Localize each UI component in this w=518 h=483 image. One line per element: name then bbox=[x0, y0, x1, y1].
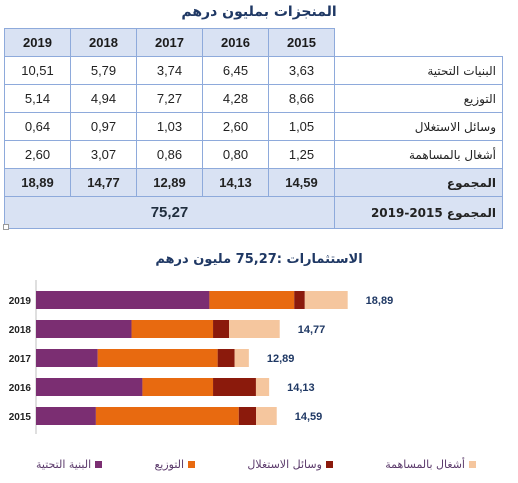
category-tick-label: 2018 bbox=[9, 325, 32, 336]
legend-swatch bbox=[469, 461, 476, 468]
table-cell: 10,51 bbox=[4, 56, 71, 85]
row-label: وسائل الاستغلال bbox=[334, 112, 503, 141]
grand-total-label: المجموع 2015-2019 bbox=[334, 196, 503, 229]
bar-segment bbox=[131, 320, 214, 338]
table-cell: 5,79 bbox=[70, 56, 137, 85]
row-label: أشغال بالمساهمة bbox=[334, 140, 503, 169]
category-tick-label: 2016 bbox=[9, 383, 32, 394]
bar-segment bbox=[36, 320, 132, 338]
bar-segment bbox=[36, 378, 143, 396]
category-tick-label: 2015 bbox=[9, 412, 32, 423]
grand-total-row: 75,27 المجموع 2015-2019 bbox=[4, 196, 503, 229]
table-cell: 6,45 bbox=[202, 56, 269, 85]
header-blank-cell bbox=[335, 29, 503, 57]
bar-segment bbox=[36, 349, 98, 367]
bar-segment bbox=[234, 349, 249, 367]
table-cell: 8,66 bbox=[268, 84, 335, 113]
grand-total-value: 75,27 bbox=[4, 196, 335, 229]
bar-segment bbox=[294, 291, 305, 309]
chart-title: الاستثمارات :75,27 مليون درهم bbox=[155, 252, 363, 267]
chart-legend: البنية التحتية التوزيع وسائل الاستغلال أ… bbox=[36, 458, 476, 471]
bar-segment bbox=[36, 291, 210, 309]
table-cell: 3,07 bbox=[70, 140, 137, 169]
table-cell: 5,14 bbox=[4, 84, 71, 113]
legend-item: التوزيع bbox=[154, 458, 196, 471]
table-cell: 4,94 bbox=[70, 84, 137, 113]
table-cell: 0,80 bbox=[202, 140, 269, 169]
table-row: 10,51 5,79 3,74 6,45 3,63 البنيات التحتي… bbox=[4, 56, 503, 85]
year-header: 2018 bbox=[70, 28, 137, 57]
legend-label: أشغال بالمساهمة bbox=[385, 458, 465, 471]
category-tick-label: 2017 bbox=[9, 354, 32, 365]
bar-total-label: 12,89 bbox=[267, 353, 295, 365]
row-label: البنيات التحتية bbox=[334, 56, 503, 85]
table-row: 2,60 3,07 0,86 0,80 1,25 أشغال بالمساهمة bbox=[4, 140, 503, 169]
bar-segment bbox=[304, 291, 348, 309]
total-label: المجموع bbox=[334, 168, 503, 197]
total-row: 18,89 14,77 12,89 14,13 14,59 المجموع bbox=[4, 168, 503, 197]
table-cell: 3,74 bbox=[136, 56, 203, 85]
achievements-table: 2019 2018 2017 2016 2015 10,51 5,79 3,74… bbox=[4, 28, 503, 229]
row-label: التوزيع bbox=[334, 84, 503, 113]
table-cell: 0,97 bbox=[70, 112, 137, 141]
year-header: 2017 bbox=[136, 28, 203, 57]
legend-swatch bbox=[188, 461, 196, 468]
bar-segment bbox=[97, 349, 218, 367]
stacked-bar-chart: 2019 18,89 2018 14,77 2017 12,89 2016 14,13 2015… bbox=[9, 280, 394, 434]
bar-segment bbox=[256, 407, 277, 425]
year-header: 2015 bbox=[268, 28, 335, 57]
legend-item: أشغال بالمساهمة bbox=[385, 458, 476, 471]
legend-item: وسائل الاستغلال bbox=[247, 458, 333, 471]
table-title: المنجزات بمليون درهم bbox=[181, 4, 337, 20]
total-cell: 14,59 bbox=[268, 168, 335, 197]
total-cell: 14,77 bbox=[70, 168, 137, 197]
table-cell: 1,03 bbox=[136, 112, 203, 141]
table-cell: 3,63 bbox=[268, 56, 335, 85]
bar-total-label: 14,13 bbox=[287, 382, 315, 394]
bar-segment bbox=[217, 349, 235, 367]
object-anchor-handle bbox=[3, 224, 9, 230]
total-cell: 12,89 bbox=[136, 168, 203, 197]
total-cell: 14,13 bbox=[202, 168, 269, 197]
legend-item: البنية التحتية bbox=[36, 458, 103, 471]
category-tick-label: 2019 bbox=[9, 296, 32, 307]
bar-segment bbox=[213, 320, 230, 338]
year-header: 2016 bbox=[202, 28, 269, 57]
bar-segment bbox=[255, 378, 270, 396]
legend-label: التوزيع bbox=[154, 458, 185, 471]
total-cell: 18,89 bbox=[4, 168, 71, 197]
table-cell: 2,60 bbox=[202, 112, 269, 141]
bar-segment bbox=[209, 291, 295, 309]
bar-segment bbox=[142, 378, 214, 396]
bar-segment bbox=[238, 407, 257, 425]
table-cell: 0,86 bbox=[136, 140, 203, 169]
table-cell: 4,28 bbox=[202, 84, 269, 113]
legend-label: البنية التحتية bbox=[36, 458, 92, 471]
bar-total-label: 14,77 bbox=[298, 324, 326, 336]
year-header: 2019 bbox=[4, 28, 71, 57]
table-row: 0,64 0,97 1,03 2,60 1,05 وسائل الاستغلال bbox=[4, 112, 503, 141]
legend-label: وسائل الاستغلال bbox=[247, 458, 322, 471]
bar-segment bbox=[229, 320, 280, 338]
table-cell: 1,25 bbox=[268, 140, 335, 169]
table-header-row: 2019 2018 2017 2016 2015 bbox=[4, 28, 503, 57]
legend-swatch bbox=[325, 461, 333, 468]
table-cell: 1,05 bbox=[268, 112, 335, 141]
table-cell: 7,27 bbox=[136, 84, 203, 113]
bar-segment bbox=[213, 378, 256, 396]
bar-total-label: 18,89 bbox=[366, 295, 394, 307]
table-cell: 2,60 bbox=[4, 140, 71, 169]
table-cell: 0,64 bbox=[4, 112, 71, 141]
legend-swatch bbox=[95, 461, 103, 468]
bar-segment bbox=[95, 407, 239, 425]
bar-total-label: 14,59 bbox=[295, 411, 323, 423]
table-row: 5,14 4,94 7,27 4,28 8,66 التوزيع bbox=[4, 84, 503, 113]
bar-segment bbox=[36, 407, 96, 425]
